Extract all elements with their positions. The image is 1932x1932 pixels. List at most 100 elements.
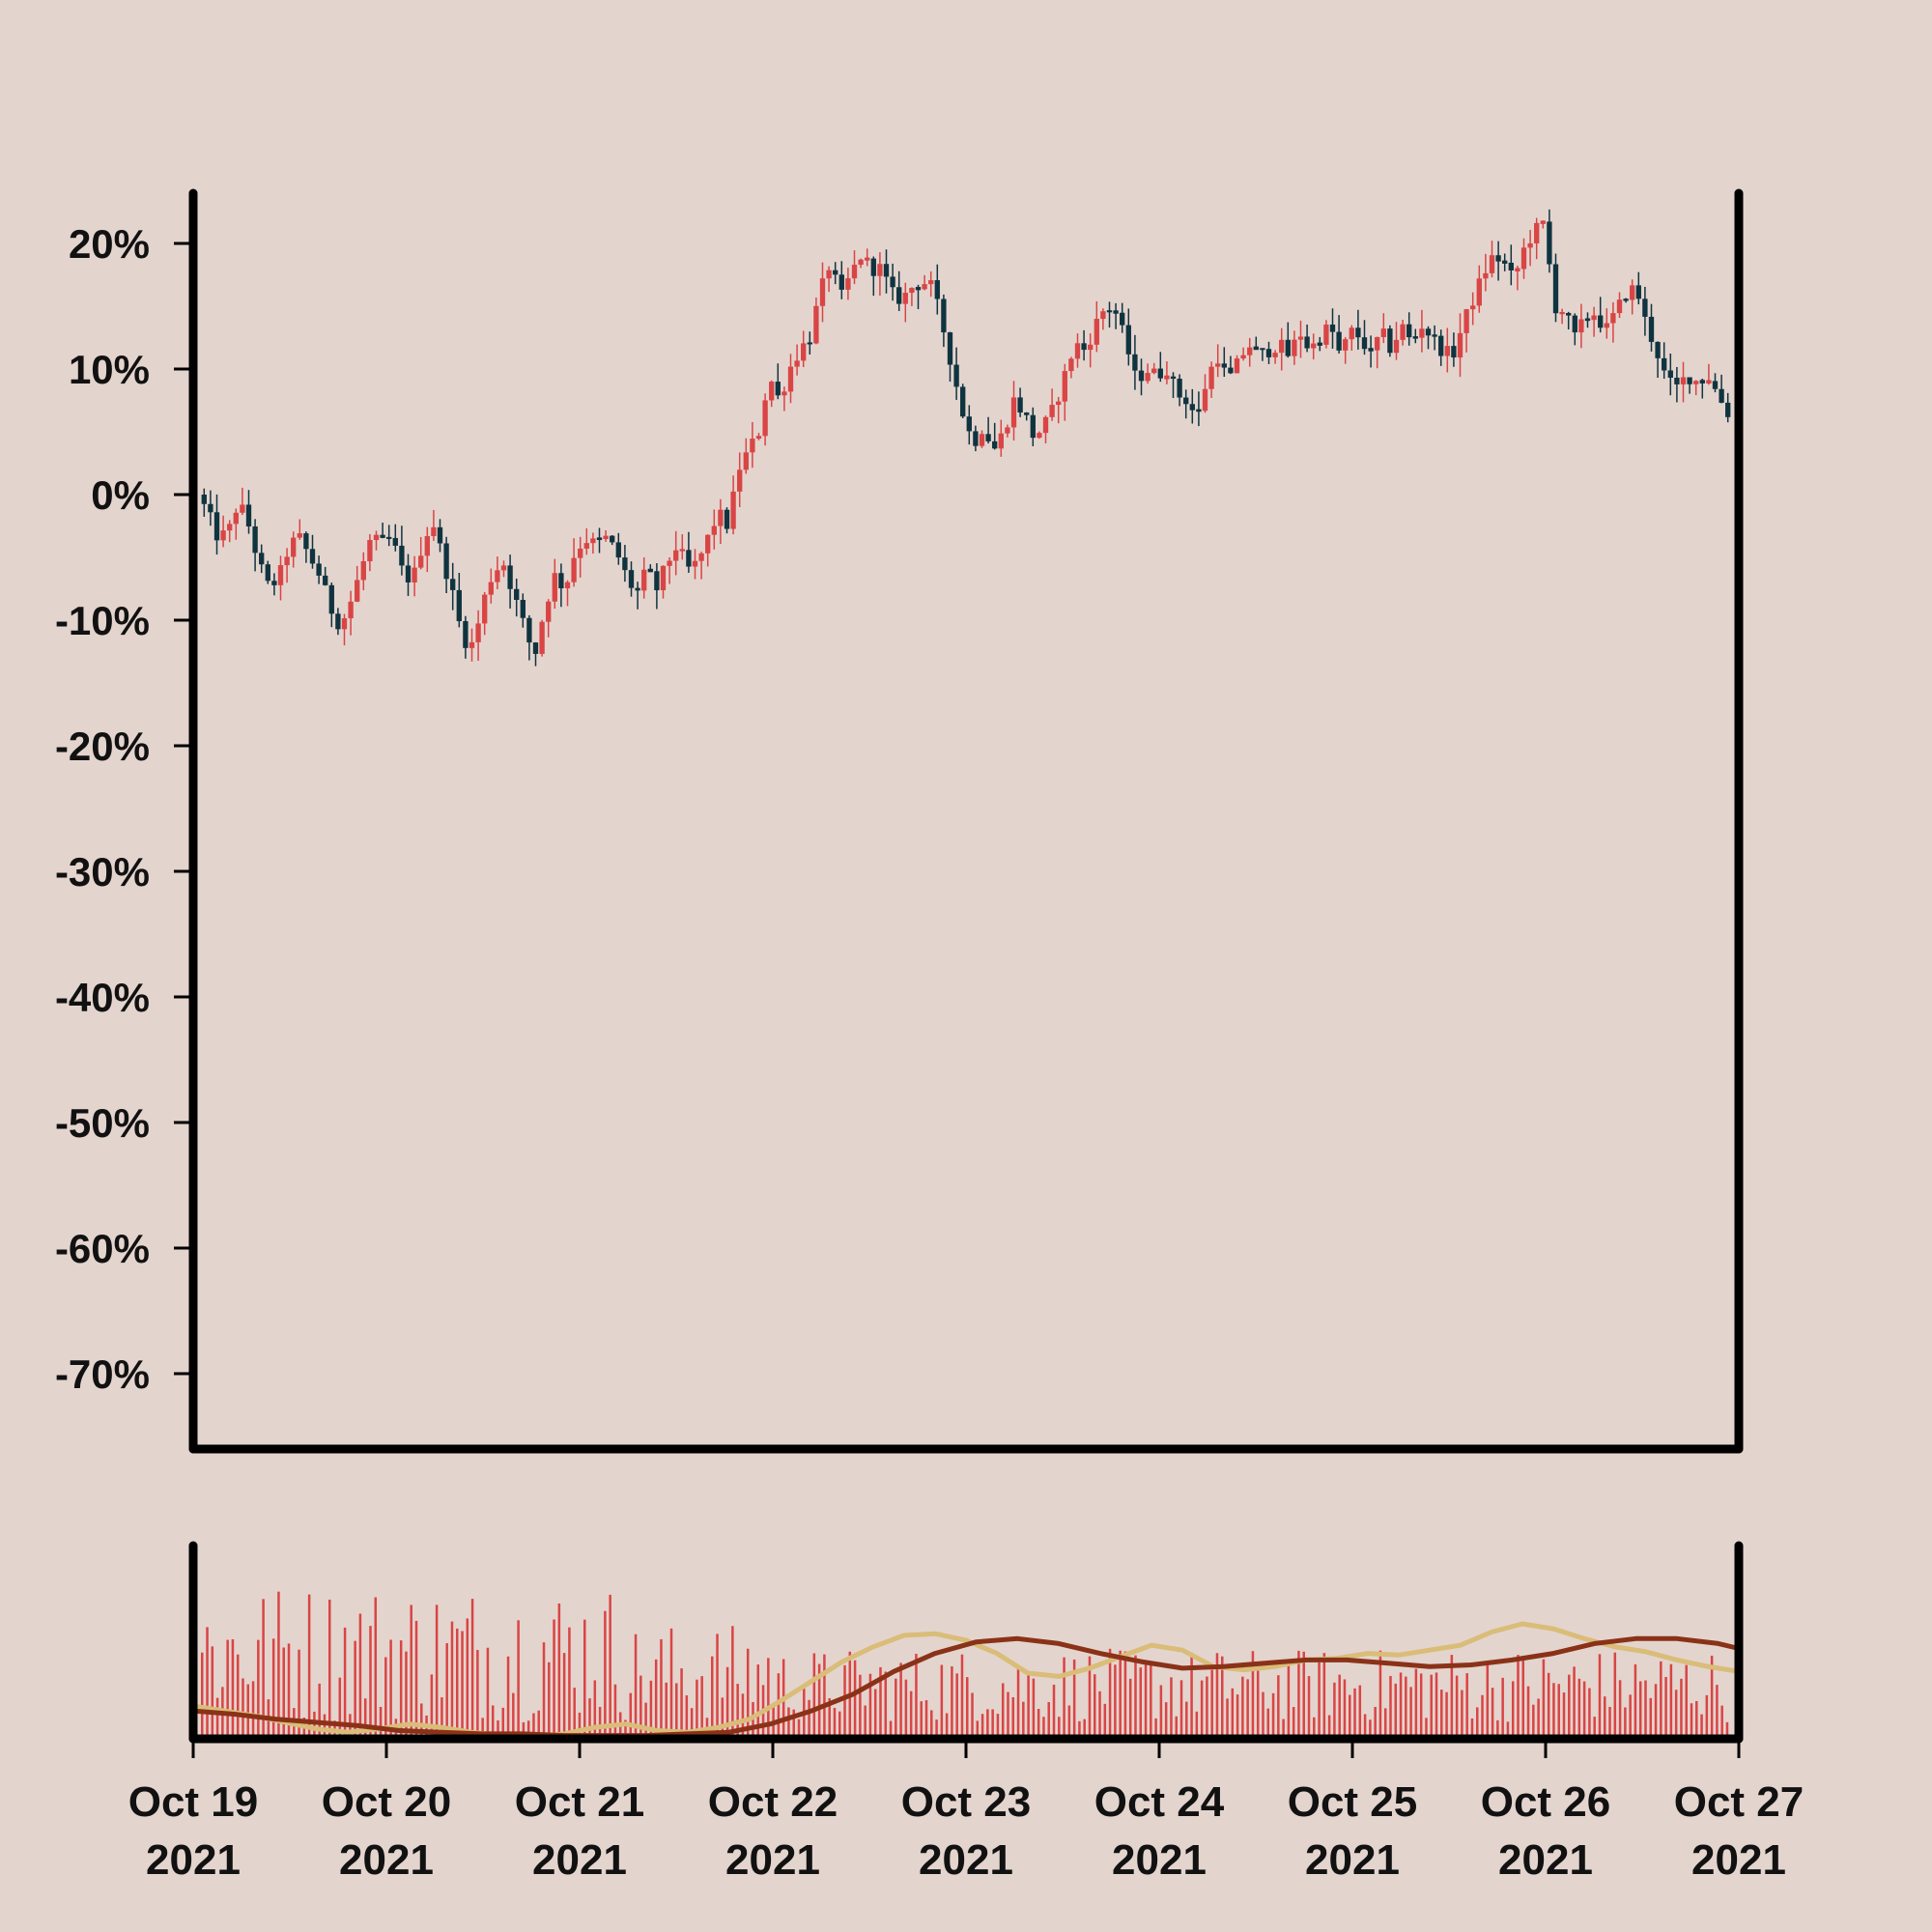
candle-body [431,526,437,537]
candle [819,262,826,323]
candle-body [1604,323,1609,328]
volume-bar [624,1719,627,1739]
candle-body [966,416,972,432]
candle-body [1699,380,1705,384]
candle [1725,392,1731,423]
candle [1202,374,1208,413]
candle-body [259,553,265,565]
volume-bar [246,1684,250,1739]
candle-body [1094,319,1099,345]
candle [1088,333,1094,368]
y-tick-label: -60% [55,1226,150,1271]
volume-bar [1282,1719,1285,1739]
candle-body [475,623,481,642]
candle-body [692,560,698,567]
volume-bar [1185,1701,1188,1739]
volume-bar [1445,1691,1448,1739]
volume-bar [578,1712,582,1739]
volume-bar [588,1698,591,1739]
volume-bar [639,1675,642,1739]
candle-body [590,538,596,544]
candle [1438,329,1444,366]
candle-body [1247,347,1253,355]
candle-body [615,542,621,558]
candle [679,534,685,560]
volume-bar [236,1654,240,1739]
candle-body [750,439,755,453]
y-tick-label: 20% [69,221,150,267]
candle-body [1297,336,1304,340]
candle [1380,313,1386,344]
volume-bar [853,1660,857,1739]
candle-body [1145,373,1151,382]
volume-bar [971,1692,974,1739]
candle-body [985,434,991,441]
volume-bar [1486,1661,1490,1739]
volume-bar [1103,1703,1107,1739]
volume-bar [675,1683,678,1739]
candle [328,582,334,628]
candle-body [386,536,392,539]
candle-body [730,491,736,529]
candle-body [1189,404,1195,411]
volume-bar [430,1674,434,1739]
candle [1552,253,1559,323]
candle-body [1635,285,1641,299]
candle [284,548,290,583]
candle [1265,341,1272,364]
volume-bar [206,1627,209,1739]
volume-bar [1063,1657,1065,1739]
candle [271,573,277,596]
volume-bar [1349,1694,1351,1739]
candle [1120,302,1125,333]
volume-bar [629,1692,633,1739]
volume-bar [1654,1684,1658,1739]
volume-bar [1680,1678,1683,1739]
volume-bar [833,1708,837,1739]
volume-bar [1470,1718,1474,1739]
volume-bar [1327,1715,1331,1739]
candle [992,422,998,450]
volume-bar [1547,1672,1550,1739]
candle-body [1368,348,1374,352]
candle [1674,367,1680,403]
candle [399,526,405,576]
moving-average-short-line [192,1621,1740,1740]
y-tick-label: -40% [55,975,150,1020]
candle [341,613,348,646]
volume-bar [1047,1702,1050,1739]
candle-body [348,601,354,619]
candle [412,555,417,597]
y-tick-label: 0% [91,472,150,518]
candle-body [801,343,807,361]
volume-bar [1435,1672,1438,1739]
candle-body [271,581,277,585]
candle [915,284,922,310]
candle [615,532,621,565]
volume-bar [1394,1683,1398,1739]
candle-body [667,560,672,566]
candle [1463,308,1469,353]
candle [1317,336,1322,352]
candle-body [316,563,322,576]
moving-average-series [192,1621,1740,1740]
volume-bar [817,1663,821,1739]
candle-body [546,601,552,622]
candle [1412,328,1418,344]
candle [220,515,226,548]
candle [896,270,902,311]
volume-bar [1221,1656,1224,1739]
volume-bar [271,1638,275,1739]
volume-bar [960,1654,964,1739]
candle [265,560,270,584]
volume-bar [343,1627,347,1739]
candle [418,536,424,570]
volume-bar [1333,1682,1336,1739]
volume-bar [358,1613,362,1739]
candle [456,573,462,628]
volume-bar [201,1652,204,1739]
candle-body [1285,339,1291,356]
candle [1540,220,1546,229]
candle-body [1412,336,1418,339]
